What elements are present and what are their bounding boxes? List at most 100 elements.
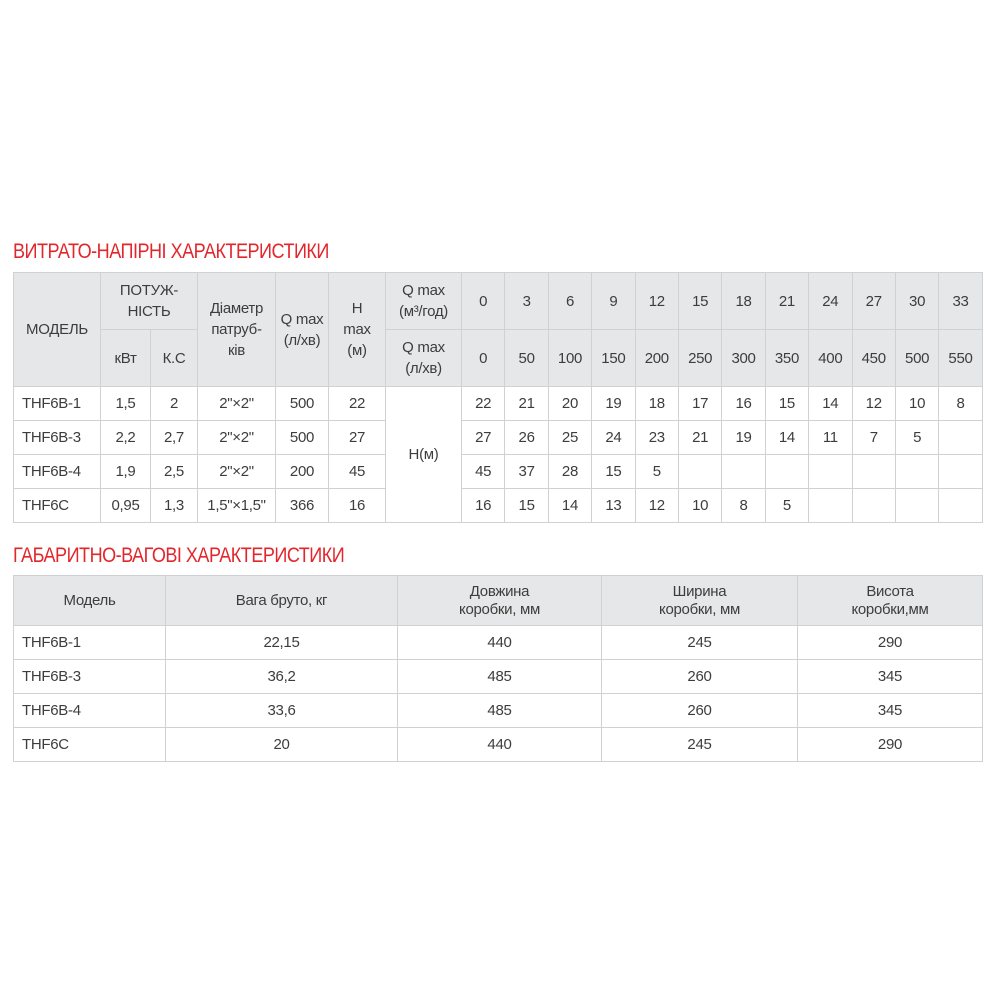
diameter-cell: 2"×2" bbox=[197, 420, 276, 455]
flow-lmin-header: 200 bbox=[634, 329, 679, 387]
flow-m3h-header: 33 bbox=[938, 272, 983, 330]
head-value-cell: 11 bbox=[808, 420, 853, 455]
dimension-cell: 485 bbox=[397, 693, 602, 728]
head-value-cell: 28 bbox=[547, 454, 593, 489]
qmax-cell: 200 bbox=[275, 454, 329, 489]
dimension-cell: 345 bbox=[797, 693, 983, 728]
flow-m3h-header: 27 bbox=[851, 272, 896, 330]
table-row: THF6B-1 22,15 440 245 290 bbox=[13, 625, 983, 660]
head-value-cell bbox=[851, 488, 896, 523]
head-value-cell: 7 bbox=[851, 420, 896, 455]
head-value-cell: 12 bbox=[634, 488, 679, 523]
head-value-cell: 16 bbox=[460, 488, 506, 523]
model-cell: THF6B-3 bbox=[13, 659, 166, 694]
head-value-cell bbox=[894, 488, 940, 523]
flow-m3h-header: 24 bbox=[808, 272, 853, 330]
model-cell: THF6B-1 bbox=[13, 625, 166, 660]
dimension-cell: 290 bbox=[797, 727, 983, 762]
head-value-cell: 17 bbox=[677, 386, 723, 421]
dimension-cell: 33,6 bbox=[165, 693, 398, 728]
head-value-cell: 15 bbox=[591, 454, 636, 489]
kw-cell: 1,5 bbox=[100, 386, 151, 421]
dimension-header: Висота коробки,мм bbox=[797, 575, 983, 626]
head-value-cell bbox=[808, 488, 853, 523]
hp-cell: 1,3 bbox=[150, 488, 198, 523]
head-value-cell bbox=[938, 488, 983, 523]
flow-m3h-header: 18 bbox=[721, 272, 766, 330]
head-value-cell: 15 bbox=[764, 386, 810, 421]
dimension-cell: 245 bbox=[601, 727, 798, 762]
model-cell: THF6B-1 bbox=[13, 386, 101, 421]
head-value-cell: 14 bbox=[547, 488, 593, 523]
head-value-cell: 19 bbox=[721, 420, 766, 455]
head-value-cell: 27 bbox=[460, 420, 506, 455]
qmax-cell: 500 bbox=[275, 386, 329, 421]
model-cell: THF6B-4 bbox=[13, 454, 101, 489]
flow-m3h-header: 12 bbox=[634, 272, 679, 330]
performance-table: МОДЕЛЬ ПОТУЖ-НІСТЬ Діаметр патруб-ків Q … bbox=[13, 272, 983, 523]
flow-m3h-header: 0 bbox=[460, 272, 506, 330]
head-value-cell: 25 bbox=[547, 420, 593, 455]
dimension-cell: 440 bbox=[397, 625, 602, 660]
hp-cell: 2 bbox=[150, 386, 198, 421]
head-value-cell: 8 bbox=[721, 488, 766, 523]
table-row: THF6B-4 33,6 485 260 345 bbox=[13, 693, 983, 728]
table-row: THF6B-4 1,9 2,5 2"×2" 200 45 45 37 28 15 5 bbox=[13, 454, 983, 489]
flow-lmin-header: 400 bbox=[808, 329, 853, 387]
header-qmax: Q max (л/хв) bbox=[275, 272, 329, 387]
model-cell: THF6B-4 bbox=[13, 693, 166, 728]
dimension-cell: 20 bbox=[165, 727, 398, 762]
flow-m3h-header: 9 bbox=[591, 272, 636, 330]
flow-lmin-header: 150 bbox=[591, 329, 636, 387]
head-value-cell bbox=[894, 454, 940, 489]
header-diameter: Діаметр патруб-ків bbox=[197, 272, 276, 387]
flow-m3h-header: 30 bbox=[894, 272, 940, 330]
head-value-cell: 23 bbox=[634, 420, 679, 455]
head-value-cell: 16 bbox=[721, 386, 766, 421]
kw-cell: 0,95 bbox=[100, 488, 151, 523]
header-hmax: H max (м) bbox=[328, 272, 386, 387]
head-value-cell: 20 bbox=[547, 386, 593, 421]
dimensions-table: Модель Вага бруто, кг Довжина коробки, мм Ш… bbox=[13, 575, 983, 762]
qmax-cell: 366 bbox=[275, 488, 329, 523]
table-row: THF6C 0,95 1,3 1,5"×1,5" 366 16 16 15 14 13 12 10 8 5 bbox=[13, 488, 983, 523]
diameter-cell: 2"×2" bbox=[197, 454, 276, 489]
head-value-cell: 22 bbox=[460, 386, 506, 421]
table-row: THF6B-1 1,5 2 2"×2" 500 22 H(м) 22 21 20 19 18 17 16 1… bbox=[13, 386, 983, 523]
head-value-cell bbox=[721, 454, 766, 489]
flow-m3h-header: 3 bbox=[504, 272, 549, 330]
flow-m3h-header: 15 bbox=[677, 272, 723, 330]
head-value-cell: 12 bbox=[851, 386, 896, 421]
hp-cell: 2,5 bbox=[150, 454, 198, 489]
section-title-performance: ВИТРАТО-НАПІРНІ ХАРАКТЕРИСТИКИ bbox=[13, 240, 329, 263]
hmax-cell: 45 bbox=[328, 454, 386, 489]
header-model: МОДЕЛЬ bbox=[13, 272, 101, 387]
head-value-cell: 26 bbox=[504, 420, 549, 455]
flow-lmin-header: 350 bbox=[764, 329, 810, 387]
flow-lmin-header: 100 bbox=[547, 329, 593, 387]
header-qmax-m3h: Q max (м³/год) bbox=[385, 272, 462, 330]
dimension-cell: 485 bbox=[397, 659, 602, 694]
head-value-cell: 45 bbox=[460, 454, 506, 489]
model-cell: THF6C bbox=[13, 488, 101, 523]
dimension-cell: 440 bbox=[397, 727, 602, 762]
header-qmax-lmin: Q max (л/хв) bbox=[385, 329, 462, 387]
header-hp: К.С bbox=[150, 329, 198, 387]
qmax-cell: 500 bbox=[275, 420, 329, 455]
model-cell: THF6C bbox=[13, 727, 166, 762]
model-cell: THF6B-3 bbox=[13, 420, 101, 455]
header-power: ПОТУЖ-НІСТЬ bbox=[100, 272, 198, 330]
head-value-cell bbox=[938, 454, 983, 489]
head-value-cell: 5 bbox=[764, 488, 810, 523]
hmax-cell: 22 bbox=[328, 386, 386, 421]
head-value-cell bbox=[938, 420, 983, 455]
head-value-cell: 5 bbox=[894, 420, 940, 455]
table-row: THF6B-3 2,2 2,7 2"×2" 500 27 27 26 25 24 23 21 19 14 1… bbox=[13, 420, 983, 455]
kw-cell: 2,2 bbox=[100, 420, 151, 455]
head-value-cell: 15 bbox=[504, 488, 549, 523]
head-value-cell: 21 bbox=[677, 420, 723, 455]
head-value-cell bbox=[764, 454, 810, 489]
flow-lmin-header: 500 bbox=[894, 329, 940, 387]
hp-cell: 2,7 bbox=[150, 420, 198, 455]
head-value-cell: 14 bbox=[808, 386, 853, 421]
